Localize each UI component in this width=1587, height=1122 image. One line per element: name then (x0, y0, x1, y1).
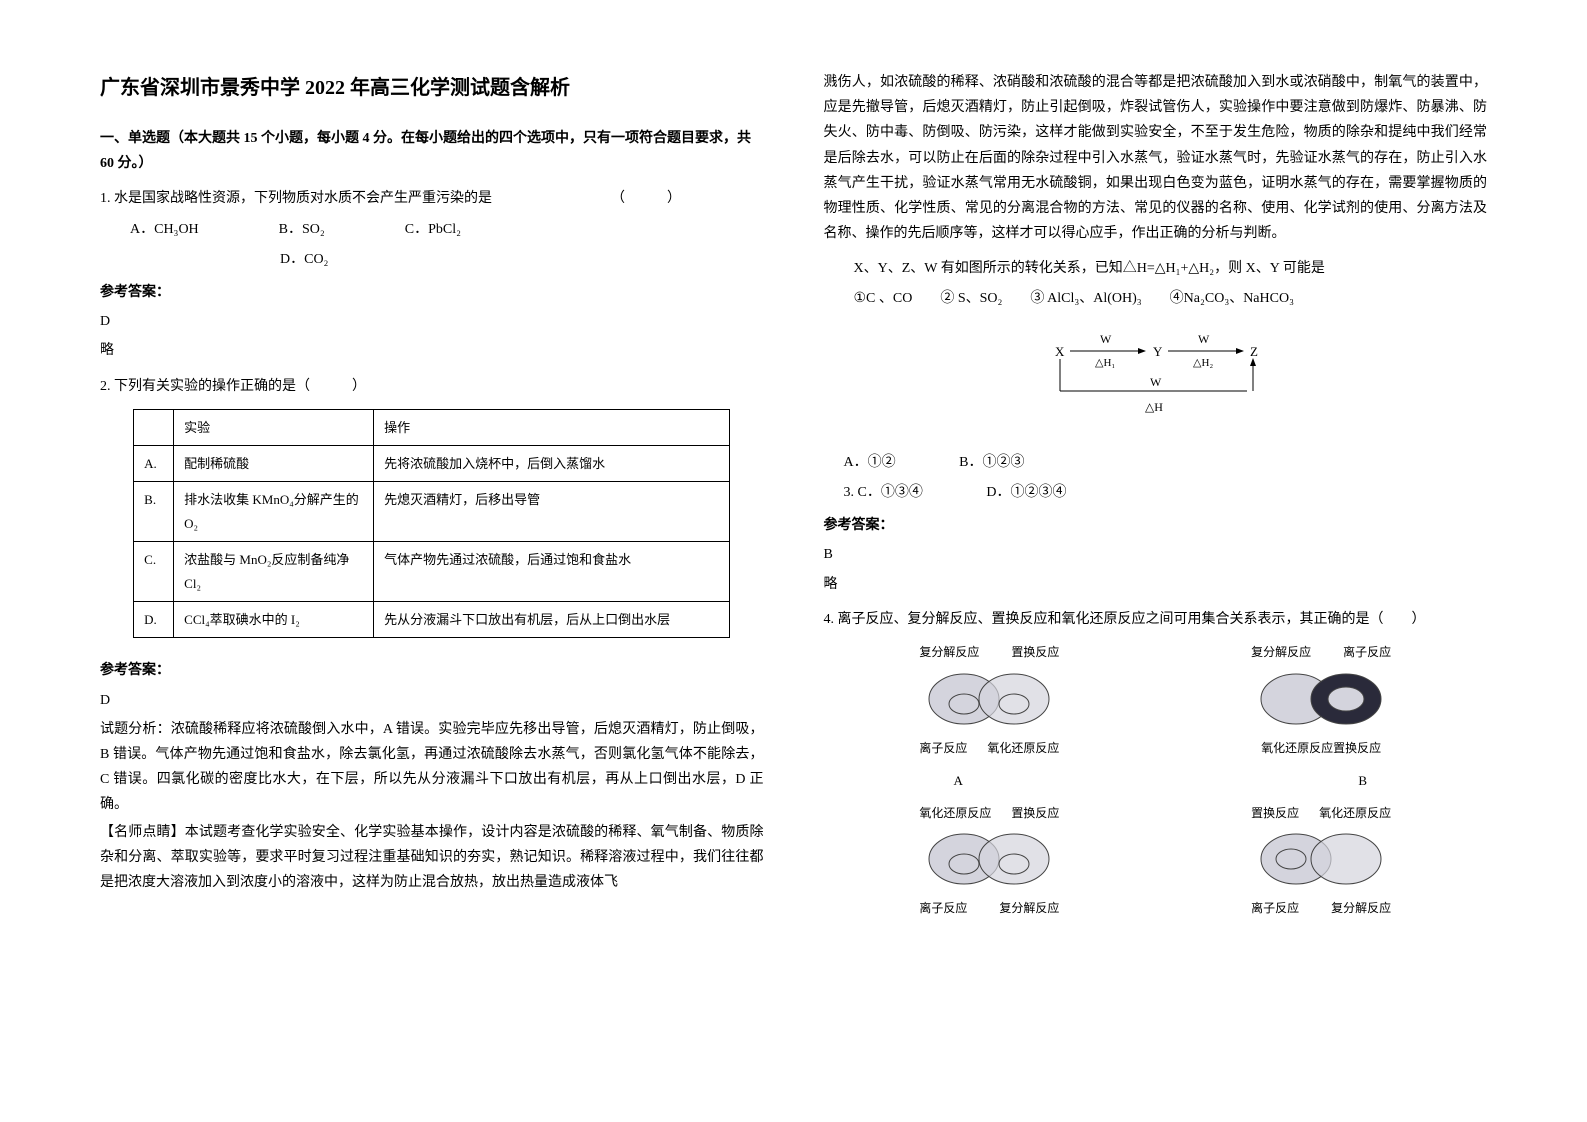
svg-text:W: W (1198, 332, 1210, 346)
table-row: B. 排水法收集 KMnO₄分解产生的 O₂ 先熄灭酒精灯，后移出导管 (134, 482, 730, 542)
q1-exp: 略 (100, 338, 764, 363)
q4-venn-a: 复分解反应 置换反应 离子反应 氧化还原反应 (914, 642, 1064, 759)
q2-th2: 操作 (374, 409, 730, 445)
q1-opt-c: C．PbCl₂ (405, 217, 461, 242)
q4-venn-d: 置换反应 氧化还原反应 离子反应 复分解反应 (1246, 803, 1396, 920)
q3-text: X、Y、Z、W 有如图所示的转化关系，已知△H=△H₁+△H₂，则 X、Y 可能… (824, 256, 1488, 281)
q3: X、Y、Z、W 有如图所示的转化关系，已知△H=△H₁+△H₂，则 X、Y 可能… (824, 256, 1488, 597)
q1-opt-d: D．CO₂ (280, 247, 328, 272)
svg-text:W: W (1150, 375, 1162, 389)
q3-opt-c: C．①③④ (858, 480, 923, 505)
q3-opt-d: D．①②③④ (986, 480, 1066, 505)
svg-text:△H: △H (1145, 400, 1163, 414)
q2-exp3: 溅伤人，如浓硫酸的稀释、浓硝酸和浓硫酸的混合等都是把浓硫酸加入到水或浓硝酸中，制… (824, 70, 1488, 246)
q2-exp2: 【名师点睛】本试题考查化学实验安全、化学实验基本操作，设计内容是浓硫酸的稀释、氧… (100, 820, 764, 896)
section-header: 一、单选题（本大题共 15 个小题，每小题 4 分。在每小题给出的四个选项中，只… (100, 126, 764, 176)
svg-text:Z: Z (1250, 344, 1258, 359)
q3-ref: 参考答案： (824, 513, 1488, 538)
q2-text: 2. 下列有关实验的操作正确的是（ ） (100, 374, 764, 399)
q2: 2. 下列有关实验的操作正确的是（ ） 实验 操作 A. 配制稀硫酸 先将浓硫酸… (100, 374, 764, 896)
q3-opt-a: A．①② (844, 450, 896, 475)
q4-venn-c: 氧化还原反应 置换反应 离子反应 复分解反应 (914, 803, 1064, 920)
table-row: A. 配制稀硫酸 先将浓硫酸加入烧杯中，后倒入蒸馏水 (134, 446, 730, 482)
q2-th1: 实验 (174, 409, 374, 445)
q1-opt-a: A．CH₃OH (130, 217, 199, 242)
q3-num: 3. (844, 485, 855, 500)
q4-opt-b: B (1358, 769, 1367, 792)
q4-text: 4. 离子反应、复分解反应、置换反应和氧化还原反应之间可用集合关系表示，其正确的… (824, 607, 1488, 632)
q2-exp1: 试题分析：浓硫酸稀释应将浓硫酸倒入水中，A 错误。实验完毕应先移出导管，后熄灭酒… (100, 717, 764, 818)
q4-venn-b: 复分解反应 离子反应 氧化还原反应 置换反应 (1246, 642, 1396, 759)
svg-text:W: W (1100, 332, 1112, 346)
q3-items: ①C 、CO ② S、SO₂ ③ AlCl₃、Al(OH)₃ ④Na₂CO₃、N… (824, 286, 1488, 311)
q2-ans: D (100, 688, 764, 713)
q2-table: 实验 操作 A. 配制稀硫酸 先将浓硫酸加入烧杯中，后倒入蒸馏水 B. 排水法收… (133, 409, 730, 639)
q3-opt-b: B．①②③ (959, 450, 1024, 475)
q4-opt-a: A (954, 769, 963, 792)
svg-text:△H₁: △H₁ (1095, 357, 1115, 369)
q3-diagram-svg: X W △H₁ Y W △H₂ Z W △H (1025, 321, 1285, 431)
q2-ref: 参考答案： (100, 658, 764, 683)
q1-ref: 参考答案： (100, 280, 764, 305)
q3-diagram: X W △H₁ Y W △H₂ Z W △H (824, 321, 1488, 440)
q4-diagrams-row1: 复分解反应 置换反应 离子反应 氧化还原反应 复分解反应 离子反应 (824, 642, 1488, 759)
svg-text:Y: Y (1153, 344, 1163, 359)
svg-text:X: X (1055, 344, 1065, 359)
q1-opt-b: B．SO₂ (279, 217, 325, 242)
q4: 4. 离子反应、复分解反应、置换反应和氧化还原反应之间可用集合关系表示，其正确的… (824, 607, 1488, 920)
page-title: 广东省深圳市景秀中学 2022 年高三化学测试题含解析 (100, 70, 764, 106)
svg-text:△H₂: △H₂ (1193, 357, 1213, 369)
q4-diagrams-row2: 氧化还原反应 置换反应 离子反应 复分解反应 置换反应 氧化还原反应 (824, 803, 1488, 920)
table-row: D. CCl₄萃取碘水中的 I₂ 先从分液漏斗下口放出有机层，后从上口倒出水层 (134, 602, 730, 638)
q3-ans: B (824, 542, 1488, 567)
q1: 1. 水是国家战略性资源，下列物质对水质不会产生严重污染的是 （ ） A．CH₃… (100, 186, 764, 363)
q1-text: 1. 水是国家战略性资源，下列物质对水质不会产生严重污染的是 （ ） (100, 186, 764, 211)
q3-exp: 略 (824, 572, 1488, 597)
q1-ans: D (100, 309, 764, 334)
table-row: C. 浓盐酸与 MnO₂反应制备纯净 Cl₂ 气体产物先通过浓硫酸，后通过饱和食… (134, 542, 730, 602)
